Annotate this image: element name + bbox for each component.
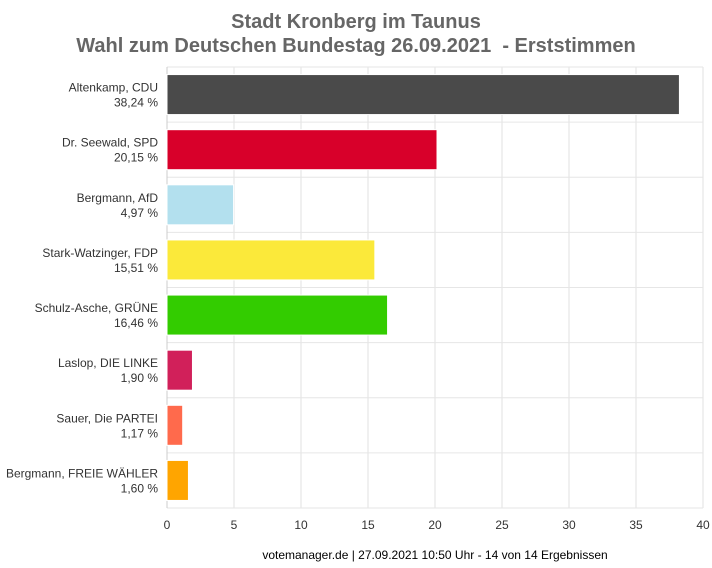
category-value-label: 1,17 %: [121, 426, 159, 440]
bar: [166, 129, 438, 171]
x-tick-label: 35: [629, 518, 643, 532]
category-label: Altenkamp, CDU: [69, 81, 158, 95]
x-tick-label: 25: [495, 518, 509, 532]
bar: [166, 349, 193, 391]
chart-subtitle: Wahl zum Deutschen Bundestag 26.09.2021 …: [76, 35, 635, 57]
category-label: Sauer, Die PARTEI: [56, 411, 158, 425]
bars: [166, 74, 680, 501]
chart-title: Stadt Kronberg im Taunus: [231, 11, 481, 33]
bar: [166, 459, 189, 501]
bar: [166, 74, 680, 116]
x-tick-label: 10: [294, 518, 308, 532]
x-axis-ticks: 0 5 10 15 20 25 30 35 40: [164, 518, 710, 532]
bar: [166, 404, 184, 446]
category-value-label: 15,51 %: [114, 261, 158, 275]
bar: [166, 294, 389, 336]
category-value-label: 16,46 %: [114, 316, 158, 330]
category-value-label: 1,90 %: [121, 371, 159, 385]
chart-footer: votemanager.de | 27.09.2021 10:50 Uhr - …: [262, 548, 607, 562]
x-tick-label: 5: [231, 518, 238, 532]
category-value-label: 4,97 %: [121, 206, 159, 220]
bar: [166, 239, 376, 281]
category-value-label: 20,15 %: [114, 151, 158, 165]
grid: [166, 66, 704, 509]
category-value-label: 1,60 %: [121, 481, 159, 495]
category-label: Bergmann, FREIE WÄHLER: [6, 466, 158, 480]
category-label: Schulz-Asche, GRÜNE: [35, 301, 158, 315]
category-label: Laslop, DIE LINKE: [58, 356, 158, 370]
category-label: Bergmann, AfD: [77, 191, 159, 205]
x-tick-label: 0: [164, 518, 171, 532]
x-tick-label: 15: [361, 518, 375, 532]
bar: [166, 184, 235, 226]
category-label: Stark-Watzinger, FDP: [42, 246, 158, 260]
x-tick-label: 40: [696, 518, 710, 532]
category-label: Dr. Seewald, SPD: [62, 136, 158, 150]
x-tick-label: 20: [428, 518, 442, 532]
x-tick-label: 30: [562, 518, 576, 532]
category-value-label: 38,24 %: [114, 96, 158, 110]
